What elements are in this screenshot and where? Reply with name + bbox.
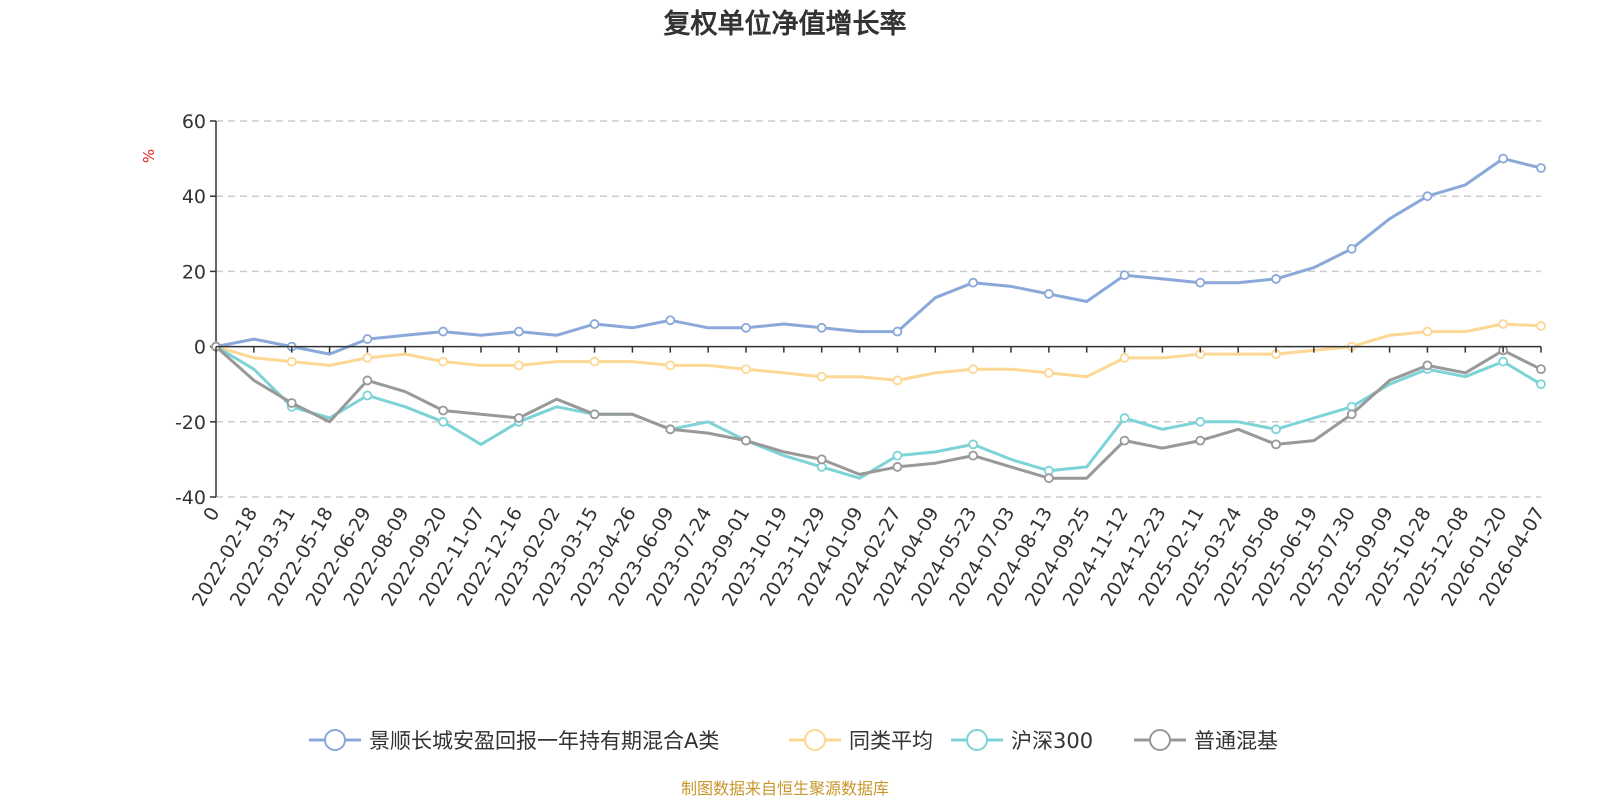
data-point[interactable] [1536,379,1546,390]
data-point[interactable] [1195,416,1206,427]
data-point[interactable] [1536,321,1546,331]
x-tick-label: 0 [199,504,224,525]
legend[interactable]: 景顺长城安盈回报一年持有期混合A类 同类平均 沪深300 普通混基 [309,729,1278,753]
legend-label: 景顺长城安盈回报一年持有期混合A类 [369,729,719,753]
data-point[interactable] [1422,191,1433,202]
data-point[interactable] [968,277,979,288]
data-point[interactable] [892,450,903,461]
data-point[interactable] [513,360,524,371]
data-point[interactable] [513,413,524,423]
data-point[interactable] [741,322,751,333]
series-1 [211,319,1546,386]
data-point[interactable] [1043,289,1054,299]
gridlines [216,120,1541,498]
legend-marker [966,729,988,751]
data-point[interactable] [1119,413,1130,423]
data-point[interactable] [665,315,676,326]
legend-label: 普通混基 [1194,729,1278,753]
data-point[interactable] [1043,473,1054,484]
legend-label: 同类平均 [849,729,933,753]
data-point[interactable] [1043,368,1054,378]
legend-marker [804,729,826,751]
data-point[interactable] [589,319,600,329]
data-point[interactable] [438,356,449,367]
series-3 [211,341,1546,484]
data-point[interactable] [286,356,297,367]
data-point[interactable] [1498,356,1509,367]
data-point[interactable] [1346,243,1357,254]
data-point[interactable] [1422,360,1433,371]
x-axis: 02022-02-182022-03-312022-05-182022-06-2… [188,345,1549,610]
data-point[interactable] [665,424,676,435]
legend-marker [324,729,346,751]
chart-title: 复权单位净值增长率 [664,8,907,40]
data-point[interactable] [968,364,979,375]
y-axis-unit: % [140,149,158,163]
data-point[interactable] [892,375,903,386]
data-point[interactable] [1498,319,1509,329]
legend-marker [1149,729,1171,751]
data-point[interactable] [1119,435,1130,446]
series-line [215,322,1542,382]
data-point[interactable] [362,334,373,344]
y-tick-label: -20 [175,412,206,434]
series-line [215,345,1542,480]
data-point[interactable] [816,322,827,333]
series-2 [211,341,1546,480]
legend-item[interactable]: 普通混基 [1134,729,1278,753]
data-point[interactable] [1536,364,1546,375]
data-point[interactable] [438,405,449,416]
y-tick-label: 40 [182,186,206,208]
series-line [215,157,1542,356]
data-point[interactable] [741,435,751,446]
series-line [215,345,1542,480]
y-tick-label: -40 [175,487,206,509]
data-source-note: 制图数据来自恒生聚源数据库 [681,779,889,798]
legend-label: 沪深300 [1011,729,1093,753]
data-point[interactable] [1271,439,1281,450]
data-point[interactable] [438,416,449,427]
data-point[interactable] [968,439,979,450]
data-point[interactable] [816,454,827,465]
data-point[interactable] [589,356,600,367]
data-point[interactable] [968,450,979,461]
y-axis: 60 40 20 0 -20 -40 [175,111,217,509]
data-point[interactable] [589,409,600,420]
data-point[interactable] [1346,409,1357,420]
legend-item[interactable]: 同类平均 [789,729,933,753]
data-point[interactable] [1195,435,1206,446]
data-point[interactable] [1119,270,1130,281]
data-point[interactable] [1271,424,1281,435]
data-point[interactable] [1119,352,1130,363]
data-point[interactable] [513,326,524,337]
data-point[interactable] [665,360,676,371]
data-point[interactable] [1422,326,1433,337]
data-point[interactable] [1498,153,1509,164]
data-point[interactable] [1536,163,1546,173]
y-tick-label: 0 [194,337,206,359]
data-point[interactable] [362,390,373,401]
data-point[interactable] [892,326,903,337]
data-point[interactable] [362,375,373,386]
y-tick-label: 20 [182,261,206,283]
series-0 [211,153,1546,356]
data-point[interactable] [1271,274,1281,284]
series-lines [211,153,1546,484]
data-point[interactable] [438,326,449,337]
data-point[interactable] [816,371,827,382]
data-point[interactable] [741,364,751,375]
data-point[interactable] [286,398,297,408]
data-point[interactable] [892,462,903,472]
legend-item[interactable]: 沪深300 [951,729,1093,753]
data-point[interactable] [1195,277,1206,288]
data-point[interactable] [362,352,373,363]
legend-item[interactable]: 景顺长城安盈回报一年持有期混合A类 [309,729,719,753]
y-tick-label: 60 [182,111,206,133]
